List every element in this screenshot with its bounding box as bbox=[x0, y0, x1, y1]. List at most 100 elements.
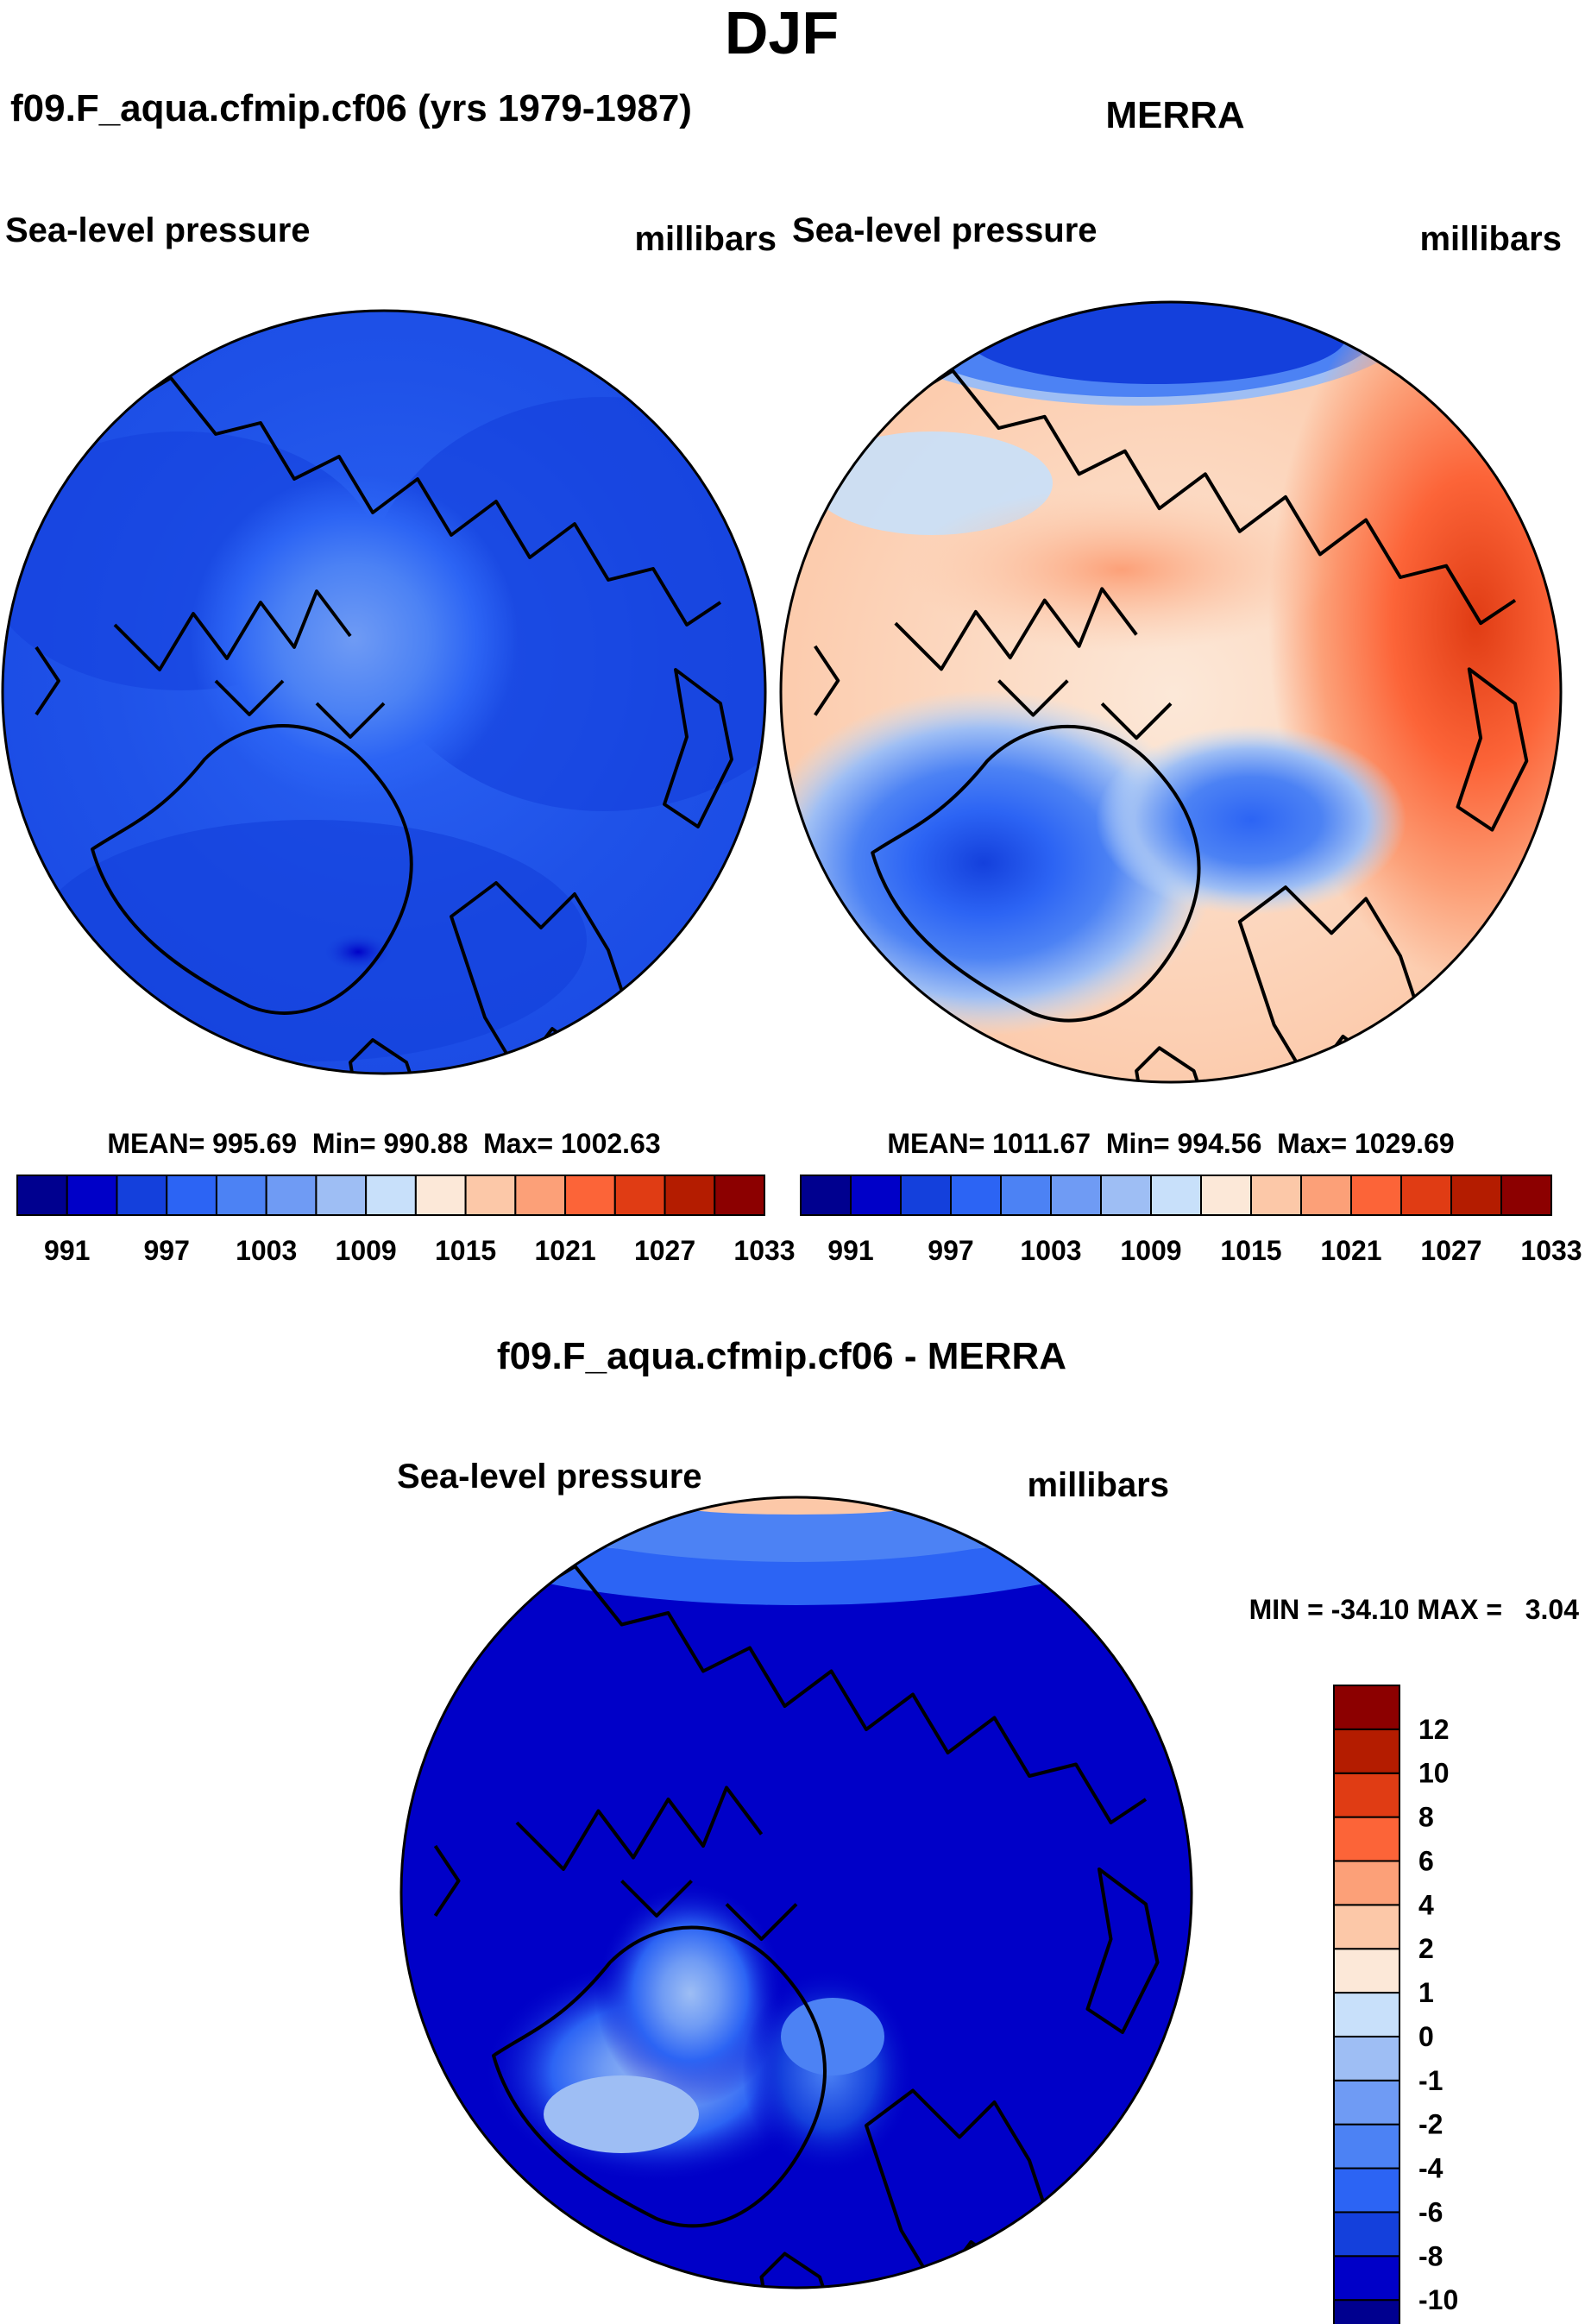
panel-diff-title: f09.F_aqua.cfmip.cf06 - MERRA bbox=[497, 1335, 1066, 1377]
panel-model-title: f09.F_aqua.cfmip.cf06 (yrs 1979-1987) bbox=[10, 87, 692, 129]
colorbar-tick-label: -2 bbox=[1418, 2109, 1443, 2140]
colorbar-box bbox=[800, 1175, 852, 1216]
colorbar-tick-label: 1 bbox=[1418, 1977, 1434, 2008]
colorbar-box bbox=[1400, 1175, 1452, 1216]
colorbar-tick-label: 1015 bbox=[435, 1235, 496, 1266]
colorbar-tick-label: 991 bbox=[827, 1235, 873, 1266]
panel-obs-colorbar: 991 997 1003 1009 1015 1021 1027 1033 bbox=[800, 1175, 1582, 1266]
colorbar-box bbox=[1333, 2211, 1400, 2258]
colorbar-box bbox=[1050, 1175, 1102, 1216]
panel-diff-left-label: Sea-level pressure bbox=[397, 1458, 702, 1496]
colorbar-box bbox=[613, 1175, 666, 1216]
colorbar-box bbox=[116, 1175, 168, 1216]
colorbar-box bbox=[1333, 2255, 1400, 2302]
panel-obs-right-label: millibars bbox=[1419, 220, 1562, 258]
colorbar-box bbox=[1333, 1860, 1400, 1906]
colorbar-box bbox=[265, 1175, 318, 1216]
colorbar-box bbox=[950, 1175, 1002, 1216]
figure-title: DJF bbox=[725, 0, 839, 66]
panel-model: f09.F_aqua.cfmip.cf06 (yrs 1979-1987) Se… bbox=[1, 87, 796, 1266]
colorbar-box bbox=[514, 1175, 567, 1216]
colorbar-tick-label: 1033 bbox=[1520, 1235, 1582, 1266]
panel-obs: MERRA Sea-level pressure millibars MEAN=… bbox=[779, 94, 1582, 1266]
colorbar-box bbox=[900, 1175, 952, 1216]
colorbar-box bbox=[1333, 2123, 1400, 2170]
panel-model-colorbar: 991 997 1003 1009 1015 1021 1027 1033 bbox=[16, 1175, 796, 1266]
panel-obs-left-label: Sea-level pressure bbox=[792, 211, 1098, 249]
colorbar-tick-label: 1033 bbox=[733, 1235, 795, 1266]
colorbar-box bbox=[850, 1175, 902, 1216]
panel-diff-minmax: MIN = -34.10 MAX = 3.04 bbox=[1249, 1594, 1580, 1625]
colorbar-tick-label: 1021 bbox=[534, 1235, 595, 1266]
colorbar-box bbox=[1333, 1816, 1400, 1862]
colorbar-box bbox=[1333, 2079, 1400, 2126]
colorbar-tick-label: 4 bbox=[1418, 1889, 1434, 1920]
panel-model-stats: MEAN= 995.69 Min= 990.88 Max= 1002.63 bbox=[107, 1128, 660, 1159]
colorbar-box bbox=[414, 1175, 467, 1216]
colorbar-box bbox=[714, 1175, 765, 1216]
colorbar-tick-label: 1027 bbox=[634, 1235, 695, 1266]
colorbar-tick-label: -6 bbox=[1418, 2196, 1443, 2227]
colorbar-tick-label: 997 bbox=[928, 1235, 973, 1266]
colorbar-tick-label: -4 bbox=[1418, 2153, 1443, 2184]
panel-obs-map bbox=[781, 302, 1561, 1082]
colorbar-tick-label: 2 bbox=[1418, 1933, 1434, 1964]
colorbar-box bbox=[1150, 1175, 1202, 1216]
colorbar-tick-label: -8 bbox=[1418, 2240, 1443, 2271]
colorbar-box bbox=[1333, 2299, 1400, 2324]
colorbar-tick-label: 1027 bbox=[1420, 1235, 1481, 1266]
panel-diff-map-border bbox=[399, 1496, 1193, 2289]
panel-model-right-label: millibars bbox=[634, 220, 777, 258]
colorbar-box bbox=[1100, 1175, 1152, 1216]
colorbar-tick-label: 10 bbox=[1418, 1758, 1450, 1789]
panel-obs-title: MERRA bbox=[1105, 94, 1244, 136]
panel-model-left-label: Sea-level pressure bbox=[5, 211, 311, 249]
colorbar-box bbox=[1350, 1175, 1402, 1216]
colorbar-tick-label: 12 bbox=[1418, 1714, 1450, 1745]
colorbar-tick-label: 8 bbox=[1418, 1802, 1434, 1833]
colorbar-box bbox=[1333, 1992, 1400, 2037]
colorbar-box bbox=[315, 1175, 368, 1216]
colorbar-tick-label: 1009 bbox=[1120, 1235, 1181, 1266]
colorbar-box bbox=[1333, 1948, 1400, 1994]
colorbar-box bbox=[1200, 1175, 1252, 1216]
colorbar-tick-label: 1003 bbox=[236, 1235, 297, 1266]
panel-obs-stats: MEAN= 1011.67 Min= 994.56 Max= 1029.69 bbox=[887, 1128, 1454, 1159]
colorbar-box bbox=[1333, 2035, 1400, 2082]
colorbar-tick-label: 997 bbox=[144, 1235, 190, 1266]
colorbar-tick-label: 991 bbox=[44, 1235, 90, 1266]
colorbar-box bbox=[215, 1175, 267, 1216]
colorbar-box bbox=[1000, 1175, 1052, 1216]
panel-diff-map bbox=[401, 1497, 1192, 2288]
colorbar-tick-label: 1009 bbox=[336, 1235, 397, 1266]
panel-obs-map-border bbox=[779, 300, 1563, 1084]
colorbar-box bbox=[16, 1175, 68, 1216]
panel-diff: f09.F_aqua.cfmip.cf06 - MERRA Sea-level … bbox=[397, 1335, 1580, 2324]
colorbar-box bbox=[365, 1175, 417, 1216]
colorbar-box bbox=[1300, 1175, 1352, 1216]
colorbar-tick-label: 0 bbox=[1418, 2021, 1434, 2052]
colorbar-box bbox=[1333, 2167, 1400, 2214]
colorbar-box bbox=[1500, 1175, 1552, 1216]
panel-model-map bbox=[3, 311, 765, 1074]
colorbar-box bbox=[1333, 1728, 1400, 1774]
colorbar-box bbox=[66, 1175, 118, 1216]
colorbar-box bbox=[1333, 1904, 1400, 1950]
colorbar-box bbox=[1250, 1175, 1302, 1216]
colorbar-tick-label: 1021 bbox=[1320, 1235, 1381, 1266]
colorbar-tick-label: 1003 bbox=[1020, 1235, 1081, 1266]
colorbar-box bbox=[1333, 1772, 1400, 1818]
colorbar-box bbox=[166, 1175, 217, 1216]
panel-model-map-border bbox=[1, 309, 767, 1075]
colorbar-box bbox=[564, 1175, 616, 1216]
colorbar-box bbox=[464, 1175, 517, 1216]
colorbar-tick-label: 6 bbox=[1418, 1845, 1434, 1876]
colorbar-box bbox=[1333, 1685, 1400, 1730]
panel-diff-right-label: millibars bbox=[1027, 1466, 1169, 1504]
colorbar-box bbox=[664, 1175, 716, 1216]
colorbar-box bbox=[1450, 1175, 1502, 1216]
colorbar-tick-label: -1 bbox=[1418, 2065, 1443, 2096]
colorbar-tick-label: -10 bbox=[1418, 2284, 1458, 2315]
